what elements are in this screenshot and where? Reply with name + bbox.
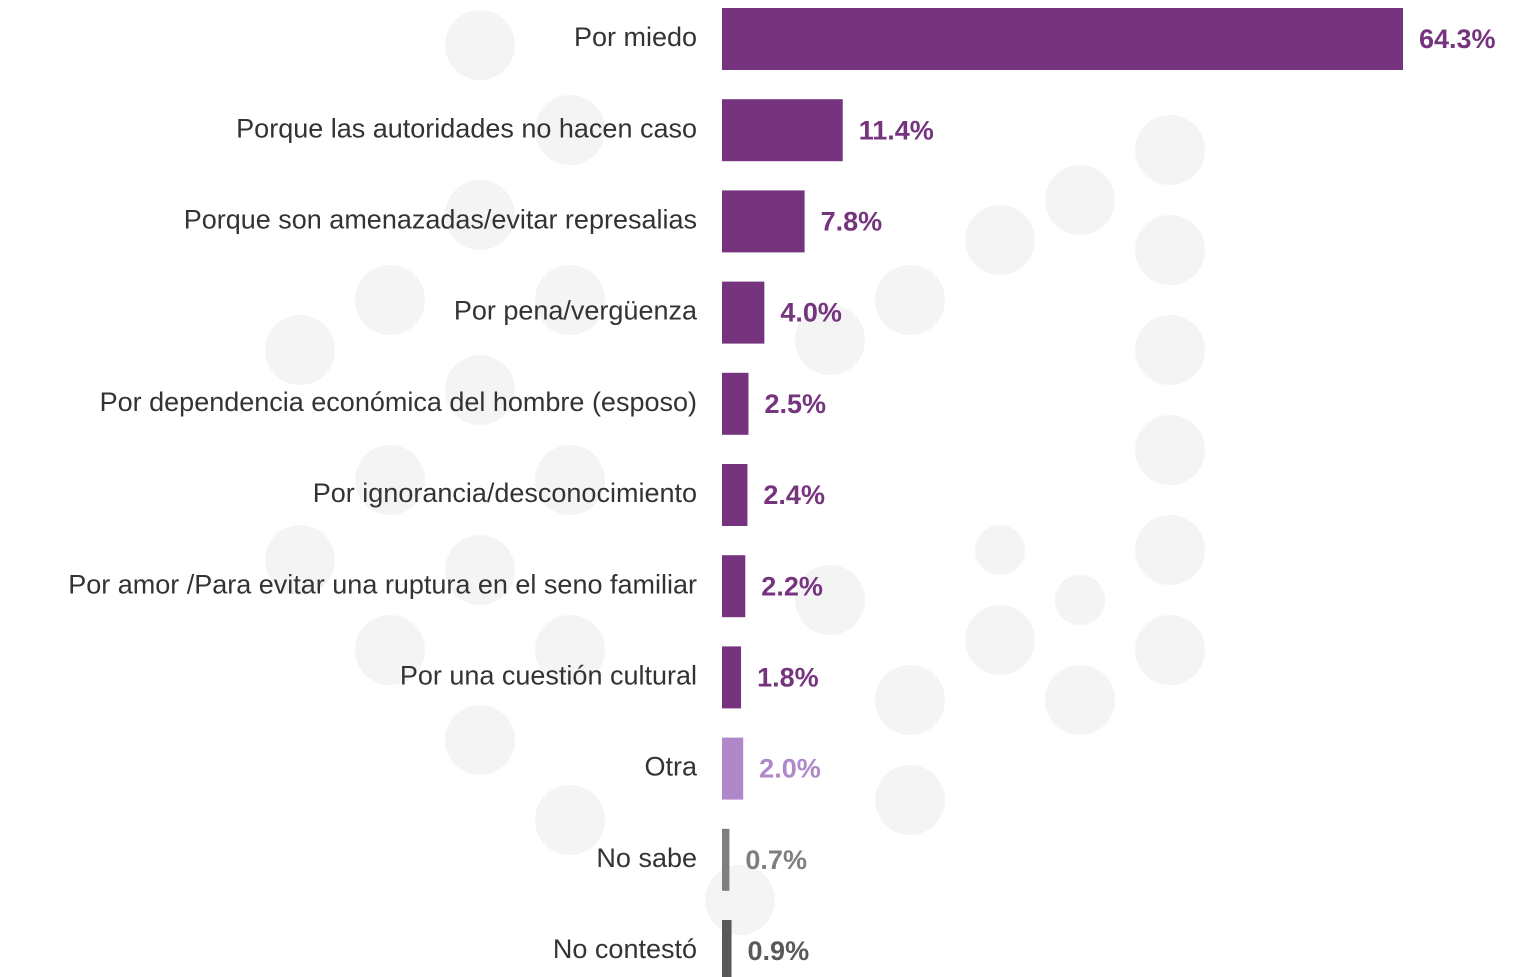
bar bbox=[722, 920, 732, 977]
value-label: 7.8% bbox=[821, 207, 883, 237]
bar bbox=[722, 464, 748, 526]
background-decoration bbox=[265, 10, 1205, 935]
value-label: 4.0% bbox=[780, 298, 842, 328]
bar bbox=[722, 828, 730, 891]
category-label: Por pena/vergüenza bbox=[454, 296, 698, 326]
bar bbox=[722, 372, 749, 435]
value-label: 2.4% bbox=[763, 480, 825, 510]
value-label: 64.3% bbox=[1419, 24, 1496, 54]
value-label: 2.5% bbox=[764, 389, 826, 419]
bar bbox=[722, 281, 765, 344]
category-label: Por una cuestión cultural bbox=[400, 661, 697, 691]
value-label: 0.7% bbox=[745, 845, 807, 875]
category-label: No contestó bbox=[553, 934, 697, 964]
value-label: 11.4% bbox=[859, 115, 934, 145]
value-label: 0.9% bbox=[748, 936, 810, 966]
category-label: Por miedo bbox=[574, 22, 697, 52]
category-label: Por ignorancia/desconocimiento bbox=[313, 478, 697, 508]
category-label: Por amor /Para evitar una ruptura en el … bbox=[68, 569, 697, 599]
bar bbox=[722, 646, 742, 709]
category-label: No sabe bbox=[596, 843, 697, 873]
bar bbox=[722, 99, 843, 162]
category-label: Porque son amenazadas/evitar represalias bbox=[184, 205, 697, 235]
category-label: Otra bbox=[644, 752, 697, 782]
value-label: 2.2% bbox=[761, 571, 823, 601]
value-label: 1.8% bbox=[757, 663, 819, 693]
bar bbox=[722, 737, 744, 800]
bar bbox=[722, 8, 1403, 70]
category-label: Por dependencia económica del hombre (es… bbox=[100, 387, 697, 417]
bar bbox=[722, 555, 746, 618]
value-label: 2.0% bbox=[759, 754, 821, 784]
bar bbox=[722, 190, 805, 253]
category-label: Porque las autoridades no hacen caso bbox=[236, 113, 697, 143]
